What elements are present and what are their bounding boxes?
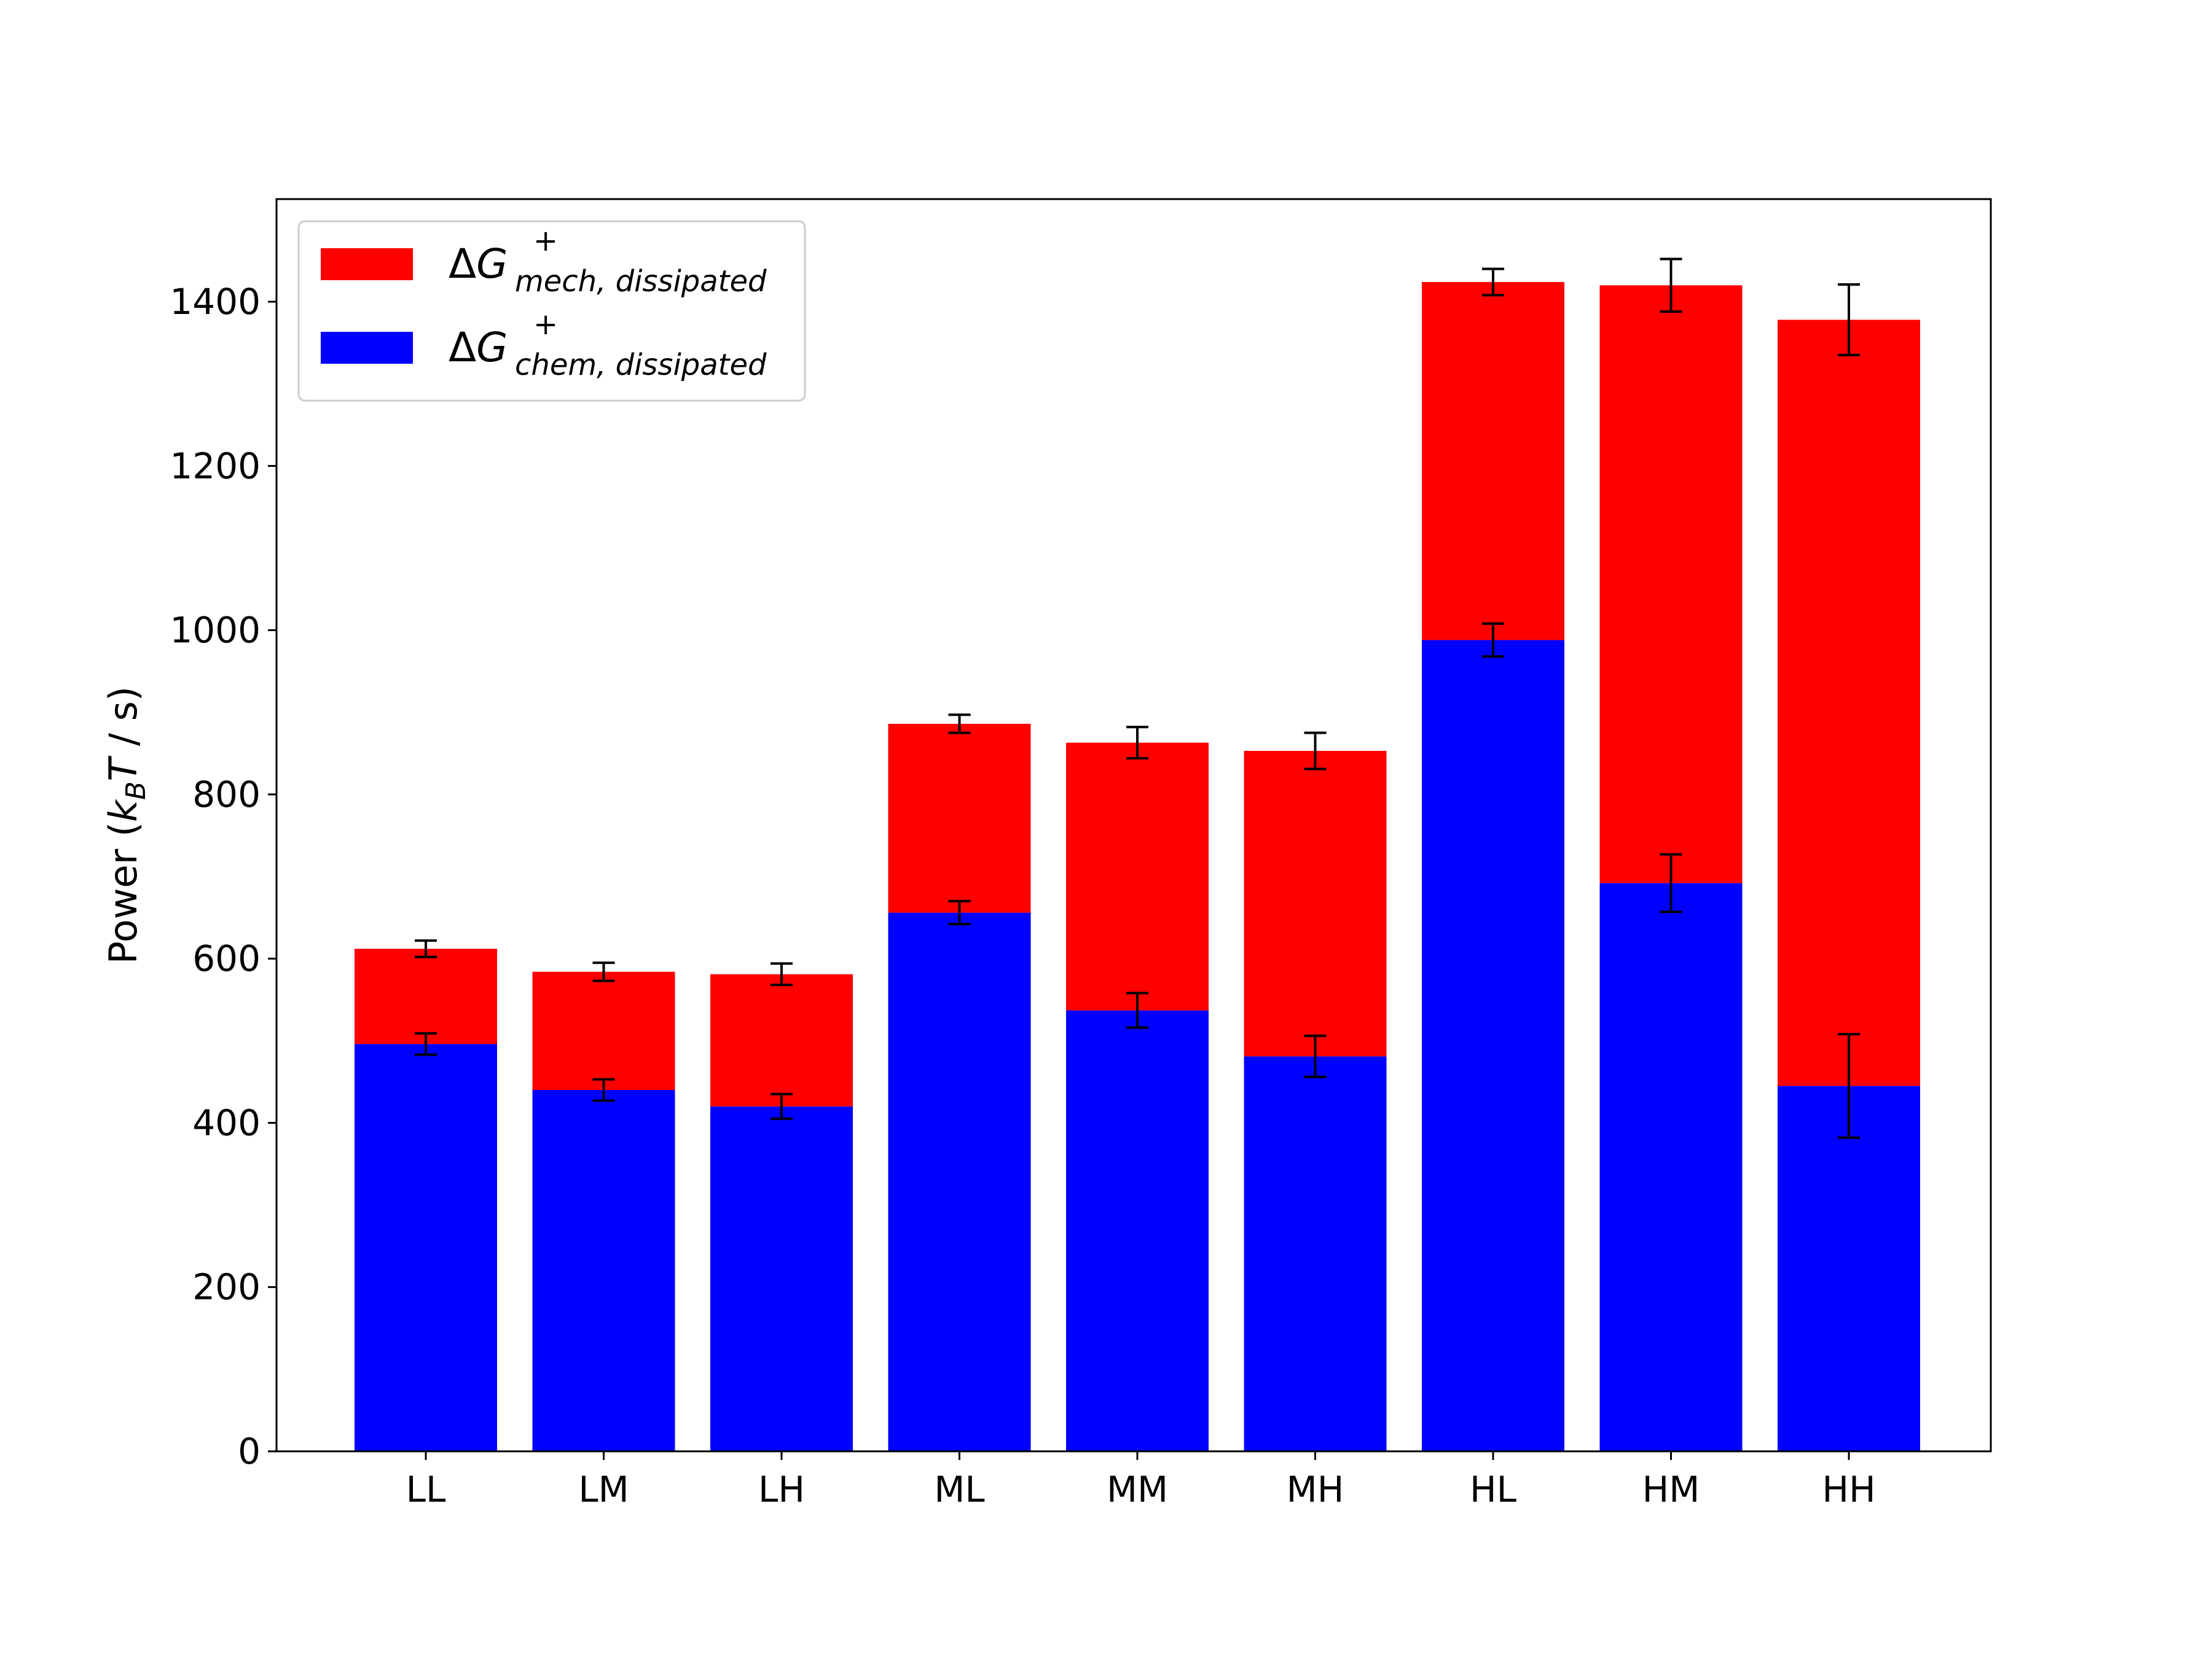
- errorbar-ll-series-0: [415, 1032, 437, 1056]
- bar-lm-series-1: [532, 971, 675, 1090]
- bar-hh-series-0: [1778, 1086, 1920, 1451]
- errorbar-hh-series-0: [1838, 1033, 1860, 1139]
- errorbar-lh-series-1: [771, 962, 793, 986]
- bar-ml-series-1: [888, 723, 1031, 913]
- bar-hm-series-1: [1599, 285, 1743, 884]
- legend-entry-series-0: ΔG + chem, dissipated: [321, 307, 767, 382]
- y-tick-label: 200: [192, 1266, 261, 1308]
- x-tick-label-mh: MH: [1287, 1469, 1344, 1510]
- x-tick-label-ml: ML: [934, 1469, 984, 1510]
- legend-label: ΔG: [449, 324, 508, 371]
- errorbar-mm-series-0: [1126, 992, 1148, 1029]
- errorbar-mm-series-1: [1126, 726, 1148, 760]
- y-tick-label: 1200: [170, 445, 261, 487]
- y-tick-label: 1400: [170, 281, 261, 323]
- errorbar-lm-series-1: [592, 961, 615, 982]
- errorbar-hm-series-0: [1660, 853, 1682, 913]
- errorbar-lh-series-0: [771, 1092, 793, 1120]
- errorbar-ml-series-0: [948, 900, 971, 926]
- bar-ml-series-0: [888, 912, 1031, 1451]
- legend-swatch: [321, 248, 413, 280]
- bar-lm-series-0: [532, 1089, 675, 1451]
- legend-swatch: [321, 332, 413, 364]
- plot-frame: [275, 198, 1992, 1453]
- bars-layer: [355, 281, 1920, 1451]
- x-axis: LL LM LH ML MM MH HL HM HH: [406, 1451, 1876, 1510]
- x-tick-label-lm: LM: [578, 1469, 629, 1510]
- x-tick-label-mm: MM: [1107, 1469, 1168, 1510]
- y-tick-label: 600: [192, 938, 261, 979]
- bar-mh-series-0: [1244, 1056, 1387, 1451]
- x-tick-label-ll: LL: [406, 1469, 446, 1510]
- svg-text:mech, dissipated: mech, dissipated: [515, 264, 767, 299]
- errorbar-mh-series-0: [1304, 1034, 1327, 1078]
- bar-hh-series-1: [1778, 320, 1920, 1086]
- y-tick-label: 1000: [170, 610, 261, 651]
- bar-mm-series-0: [1066, 1010, 1209, 1451]
- legend-box: [297, 220, 806, 402]
- bar-lh-series-0: [710, 1106, 853, 1451]
- bar-lh-series-1: [710, 974, 853, 1107]
- bar-hm-series-0: [1599, 883, 1743, 1451]
- bar-hl-series-1: [1422, 281, 1564, 640]
- y-tick-label: 800: [192, 774, 261, 815]
- bar-ll-series-0: [355, 1044, 497, 1451]
- errorbar-lm-series-0: [592, 1078, 615, 1102]
- svg-text:chem, dissipated: chem, dissipated: [515, 348, 767, 382]
- legend-entry-series-1: ΔG + mech, dissipated: [321, 224, 767, 299]
- y-tick-label: 400: [192, 1102, 261, 1143]
- x-tick-label-hh: HH: [1822, 1469, 1875, 1510]
- errorbar-hl-series-1: [1482, 267, 1504, 297]
- errorbar-hm-series-1: [1660, 257, 1682, 313]
- errorbar-hl-series-0: [1482, 622, 1504, 658]
- svg-text:+: +: [533, 224, 558, 258]
- x-tick-label-hl: HL: [1470, 1469, 1516, 1510]
- errorbar-mh-series-1: [1304, 731, 1327, 771]
- errorbar-ml-series-1: [948, 713, 971, 734]
- x-tick-label-hm: HM: [1642, 1469, 1700, 1510]
- bar-hl-series-0: [1422, 640, 1564, 1451]
- bar-ll-series-1: [355, 949, 497, 1045]
- legend-label: ΔG: [449, 240, 508, 288]
- errorbar-ll-series-1: [415, 939, 437, 959]
- svg-text:+: +: [533, 307, 558, 342]
- y-axis-title: Power (kBT / s): [101, 686, 152, 964]
- x-tick-label-lh: LH: [758, 1469, 805, 1510]
- errorbars-layer: [415, 257, 1860, 1139]
- bar-mh-series-1: [1244, 751, 1387, 1057]
- bar-mm-series-1: [1066, 742, 1209, 1011]
- y-axis: 0 200 400 600 800 1000 1200 1400: [170, 281, 276, 1472]
- errorbar-hh-series-1: [1838, 283, 1860, 356]
- y-tick-label: 0: [238, 1430, 261, 1472]
